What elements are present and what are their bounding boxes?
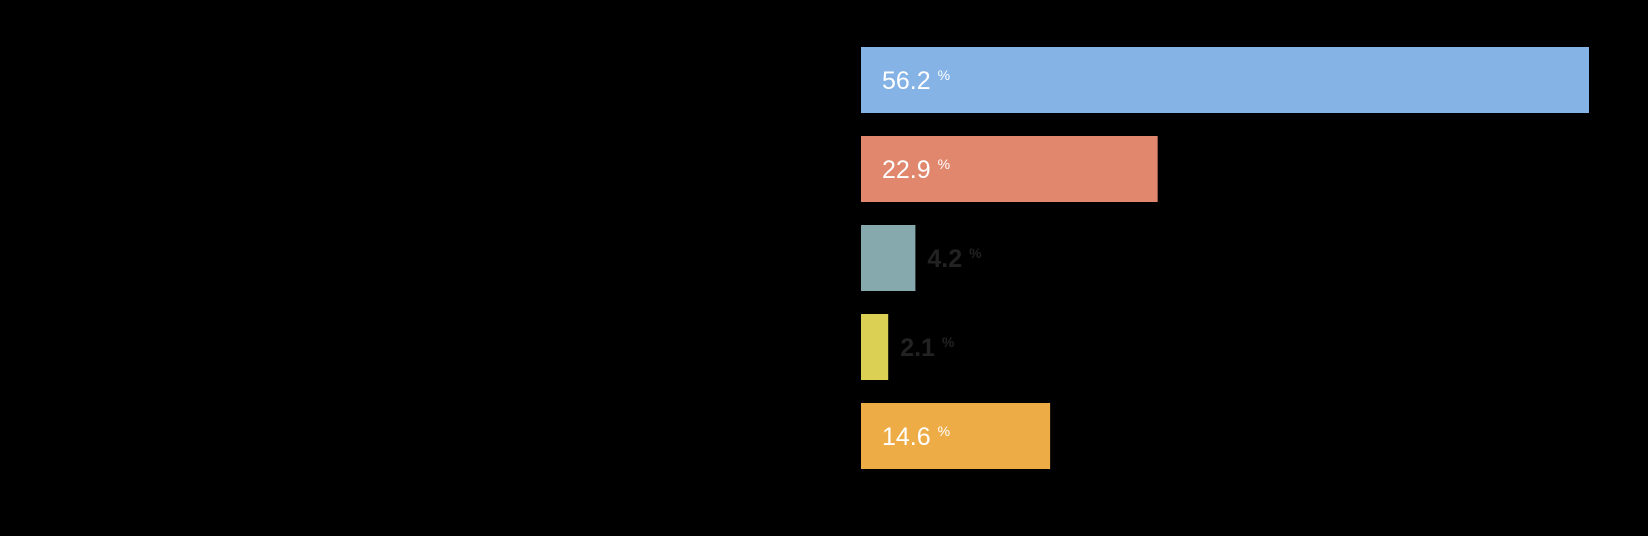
data-label-unit: %	[969, 245, 982, 261]
data-label-unit: %	[938, 67, 950, 83]
data-label: 4.2%	[927, 245, 982, 273]
data-label-value: 2.1	[900, 334, 935, 362]
data-label-unit: %	[938, 156, 950, 172]
data-label: 14.6%	[882, 423, 950, 451]
value-labels-group: 56.2 %22.9 %4.2 %2.1 %14.6%	[882, 67, 982, 451]
data-label: 22.9%	[882, 156, 950, 184]
data-label-value: 4.2	[927, 245, 962, 273]
bar	[861, 403, 1051, 469]
bar	[861, 314, 889, 380]
data-label-unit: %	[938, 423, 950, 439]
data-label-unit: %	[942, 334, 955, 350]
data-label: 56.2%	[882, 67, 950, 95]
bar	[861, 47, 1589, 113]
data-label: 2.1%	[900, 334, 955, 362]
data-label-value: 14.6	[882, 423, 931, 451]
bars-group	[861, 47, 1589, 469]
data-label-value: 56.2	[882, 67, 931, 95]
bar	[861, 225, 916, 291]
bar	[861, 136, 1158, 202]
data-label-value: 22.9	[882, 156, 931, 184]
